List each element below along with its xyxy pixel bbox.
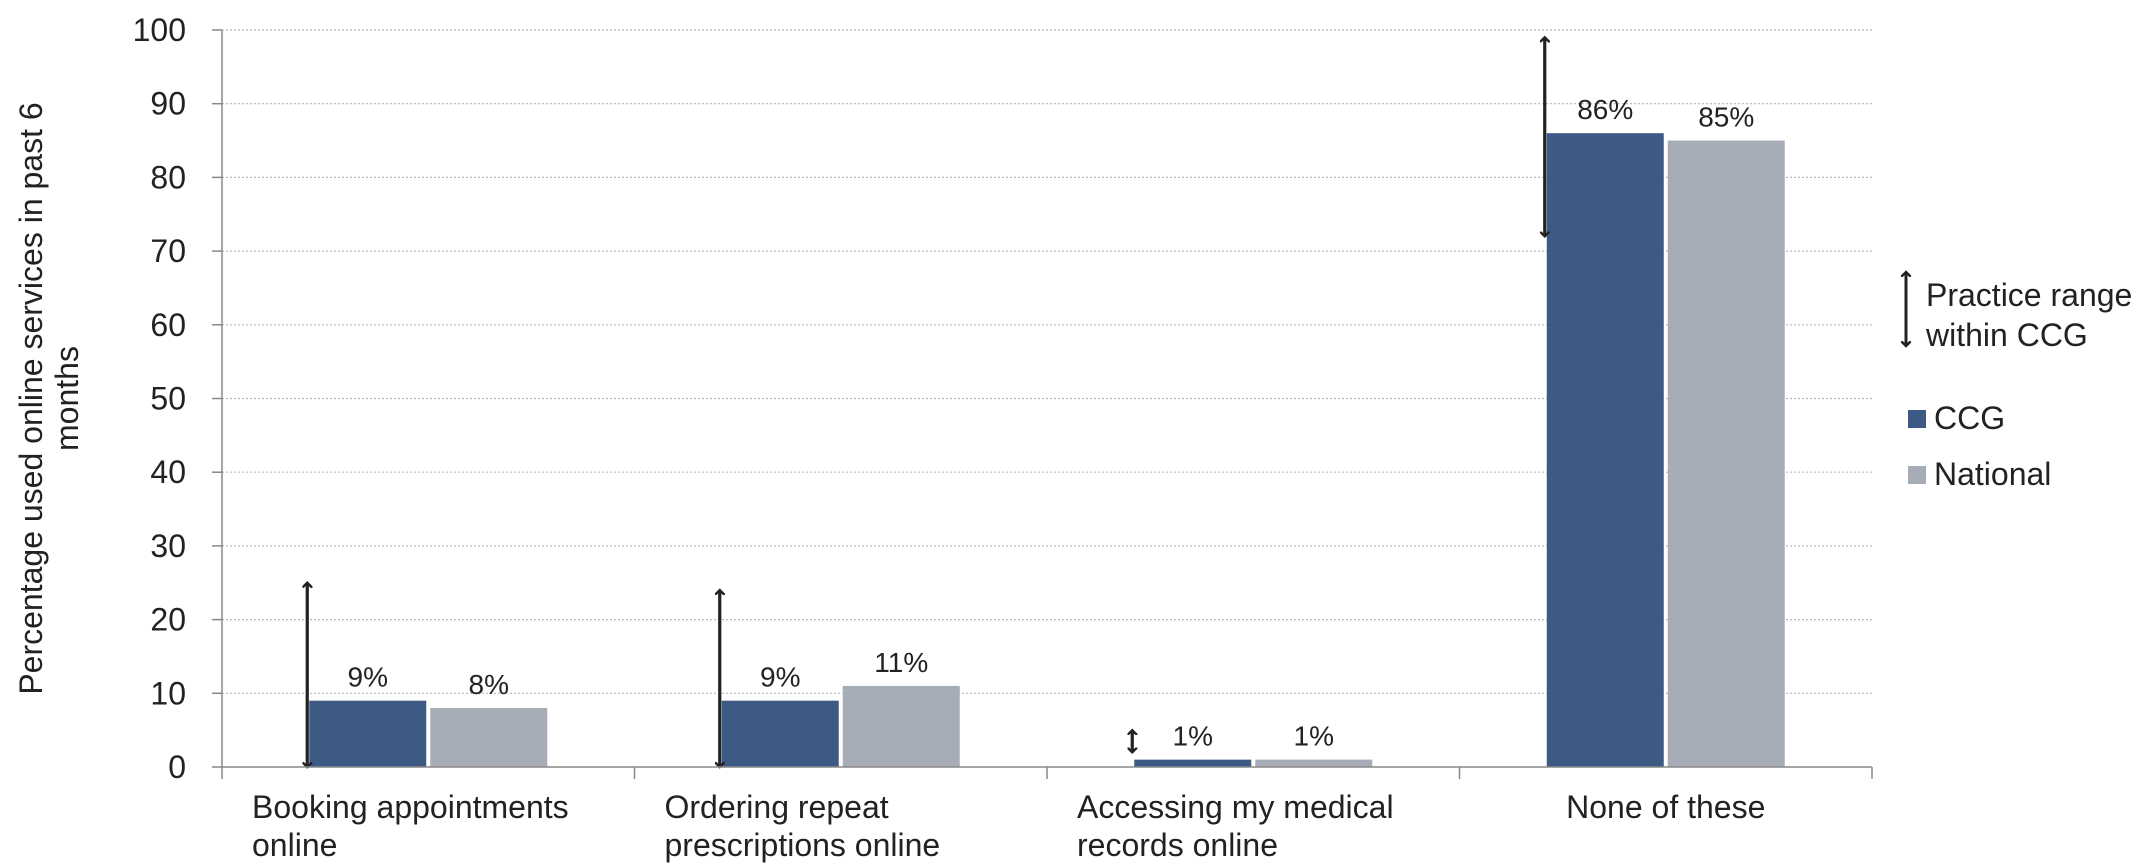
y-tick-label: 30 xyxy=(150,528,186,564)
data-label: 9% xyxy=(348,662,388,693)
x-tick-label: Accessing my medical xyxy=(1077,789,1394,825)
legend-swatch-ccg xyxy=(1908,410,1926,428)
legend-label-ccg: CCG xyxy=(1934,400,2005,436)
x-tick-label: prescriptions online xyxy=(665,827,941,863)
y-tick-label: 20 xyxy=(150,602,186,638)
y-tick-label: 0 xyxy=(168,749,186,785)
y-axis: 0 10 20 30 40 50 60 70 80 90 100 xyxy=(133,12,223,785)
y-axis-label: Percentage used online services in past … xyxy=(13,102,85,694)
legend-label-practice-range: Practice range xyxy=(1926,277,2132,313)
x-tick-label: records online xyxy=(1077,827,1278,863)
bar-national-1 xyxy=(430,708,548,767)
y-tick-label: 50 xyxy=(150,381,186,417)
bar-ccg-2 xyxy=(721,700,839,767)
bar-ccg-3 xyxy=(1134,759,1252,767)
data-labels: 9% 8% 9% 11% 1% 1% 86% 85% xyxy=(348,94,1755,751)
data-label: 9% xyxy=(760,662,800,693)
gridlines xyxy=(222,29,1872,694)
y-tick-label: 40 xyxy=(150,454,186,490)
legend-label-practice-range: within CCG xyxy=(1925,317,2088,353)
practice-range-arrows xyxy=(307,37,1545,767)
x-tick-label: None of these xyxy=(1566,789,1765,825)
bar-ccg-1 xyxy=(309,700,427,767)
legend-label-national: National xyxy=(1934,456,2051,492)
y-axis-title-line: Percentage used online services in past … xyxy=(13,102,49,694)
y-axis-title: Percentage used online services in past … xyxy=(13,102,85,694)
data-label: 8% xyxy=(469,669,509,700)
y-tick-label: 100 xyxy=(133,12,186,48)
y-tick-label: 90 xyxy=(150,86,186,122)
bar-national-4 xyxy=(1667,140,1785,768)
bars xyxy=(309,133,1785,768)
y-tick-label: 70 xyxy=(150,233,186,269)
x-tick-label: Ordering repeat xyxy=(665,789,889,825)
y-tick-label: 80 xyxy=(150,159,186,195)
bar-ccg-4 xyxy=(1546,133,1664,767)
data-label: 1% xyxy=(1294,721,1334,752)
legend-swatch-national xyxy=(1908,466,1926,484)
x-tick-label: online xyxy=(252,827,337,863)
y-tick-label: 60 xyxy=(150,307,186,343)
x-tick-label: Booking appointments xyxy=(252,789,569,825)
data-label: 11% xyxy=(874,647,928,678)
y-axis-title-line: months xyxy=(49,346,85,451)
data-label: 1% xyxy=(1173,721,1213,752)
legend: Practice range within CCG CCG National xyxy=(1906,272,2132,492)
data-label: 85% xyxy=(1698,102,1754,133)
data-label: 86% xyxy=(1577,94,1633,125)
y-tick-label: 10 xyxy=(150,675,186,711)
bar-national-3 xyxy=(1255,759,1373,767)
bar-national-2 xyxy=(842,685,960,767)
